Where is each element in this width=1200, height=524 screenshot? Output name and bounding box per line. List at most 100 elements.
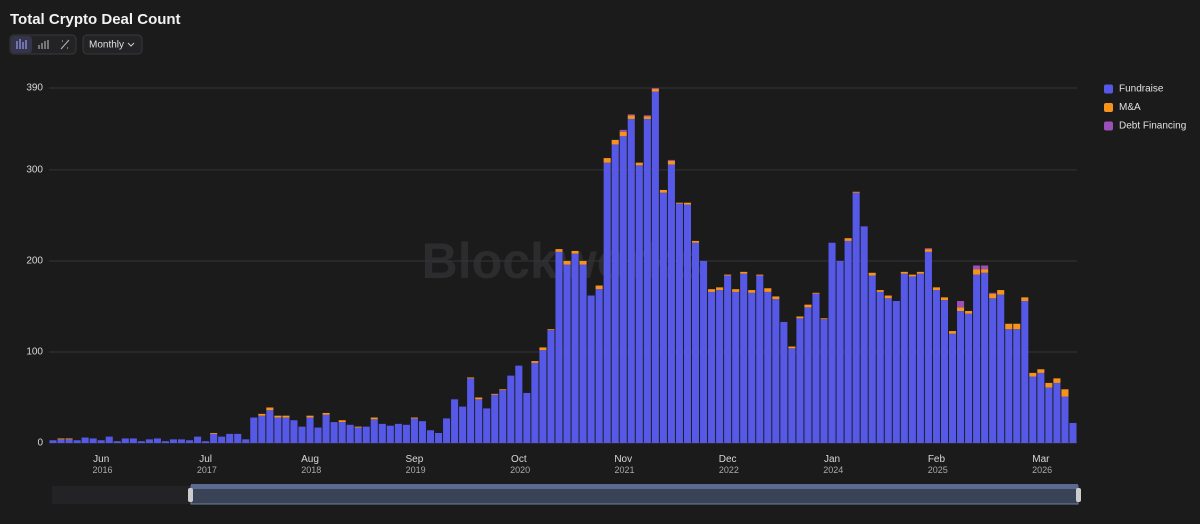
stacked-icon[interactable]	[38, 40, 49, 49]
bar-segment	[65, 438, 73, 440]
bar-segment	[812, 292, 820, 294]
bar-segment	[571, 253, 579, 443]
bar-segment	[603, 158, 611, 163]
bar-segment	[1053, 378, 1061, 383]
bar-segment	[595, 289, 603, 443]
bar-segment	[675, 203, 683, 443]
bar-segment	[619, 136, 627, 443]
navigator-handle-left[interactable]	[188, 488, 193, 502]
bar-segment	[651, 88, 659, 92]
bar-segment	[619, 131, 627, 137]
navigator-handle-right[interactable]	[1076, 488, 1081, 502]
bar-segment	[177, 439, 186, 443]
bar-segment	[475, 399, 483, 443]
legend-swatch	[1104, 84, 1113, 94]
navigator-scrollbar[interactable]	[191, 484, 1078, 489]
x-tick-label-line: Mar	[1032, 454, 1050, 465]
x-tick-label-line: 2025	[925, 465, 948, 475]
bar-segment	[250, 417, 258, 443]
bar-segment	[796, 318, 804, 443]
bar-segment	[957, 301, 965, 308]
bar-segment	[916, 273, 924, 443]
bar-segment	[1005, 323, 1013, 330]
bar-segment	[667, 160, 675, 165]
bar-segment	[635, 165, 643, 443]
bar-segment	[579, 260, 587, 265]
bar-segment	[57, 438, 65, 440]
bar-segment	[667, 164, 675, 443]
bar-segment	[740, 273, 748, 443]
bar-segment	[426, 430, 435, 443]
bar-segment	[724, 275, 732, 443]
bar-segment	[563, 264, 571, 443]
bar-segment	[322, 412, 330, 415]
bar-segment	[539, 350, 547, 443]
bar-segment	[242, 439, 250, 443]
bar-segment	[322, 414, 330, 443]
bar-segment	[804, 304, 812, 308]
bar-segment	[153, 438, 161, 443]
bar-segment	[716, 290, 724, 443]
x-tick-label: Jul 2017	[194, 454, 217, 476]
bar-segment	[659, 189, 667, 193]
bar-segment	[836, 260, 844, 443]
bar-segment	[788, 346, 796, 349]
interval-dropdown[interactable]	[82, 34, 143, 55]
bar-segment	[997, 290, 1005, 295]
bar-segment	[957, 307, 965, 312]
y-tick-label: 0	[37, 438, 43, 449]
bar-segment	[651, 88, 659, 89]
bar-segment	[852, 191, 860, 193]
bar-segment	[691, 240, 700, 243]
bar-segment	[563, 260, 571, 265]
bar-segment	[515, 365, 523, 443]
interval-label: Monthly	[89, 40, 124, 51]
bar-segment	[764, 291, 772, 443]
bar-segment	[651, 91, 659, 444]
bar-icon[interactable]	[11, 36, 32, 53]
bar-segment	[732, 289, 740, 292]
x-tick-label-line: Jun	[93, 454, 109, 465]
x-tick-label-line: Oct	[511, 454, 527, 465]
bar-segment	[981, 269, 989, 273]
bar-segment	[97, 440, 105, 443]
x-tick-label: Feb 2025	[925, 454, 948, 476]
x-tick-label-line: 2026	[1030, 465, 1053, 475]
bar-segment	[611, 139, 619, 145]
bar-segment	[1037, 372, 1045, 443]
percent-icon[interactable]	[60, 39, 70, 50]
bar-segment	[491, 394, 499, 443]
bar-segment	[940, 300, 949, 443]
bar-segment	[924, 249, 932, 252]
bar-segment	[603, 162, 611, 443]
bar-segment	[812, 293, 820, 443]
bar-segment	[643, 116, 651, 119]
legend-label: M&A	[1119, 102, 1141, 113]
bar-segment	[274, 417, 282, 443]
legend-swatch	[1104, 103, 1113, 112]
x-tick-label-line: 2024	[821, 465, 844, 475]
x-tick-label-line: Feb	[928, 454, 946, 465]
bar-segment	[868, 275, 876, 443]
x-tick-label-line: 2022	[716, 465, 739, 475]
bar-segment	[780, 321, 788, 443]
bar-segment	[973, 274, 981, 443]
bar-segment	[129, 438, 137, 443]
bar-segment	[467, 378, 475, 443]
bar-segment	[145, 439, 153, 443]
bar-segment	[57, 439, 65, 443]
x-tick-label-line: Nov	[614, 454, 632, 465]
bar-segment	[354, 426, 362, 428]
bar-segment	[370, 417, 378, 420]
bar-segment	[210, 433, 218, 443]
bar-segment	[378, 423, 386, 443]
bar-segment	[876, 290, 884, 292]
bar-segment	[571, 250, 579, 254]
bar-segment	[418, 421, 426, 443]
bar-segment	[507, 375, 515, 443]
bar-segment	[965, 311, 973, 314]
bar-segment	[298, 426, 306, 443]
bar-segment	[483, 408, 491, 443]
bar-segment	[756, 274, 764, 276]
